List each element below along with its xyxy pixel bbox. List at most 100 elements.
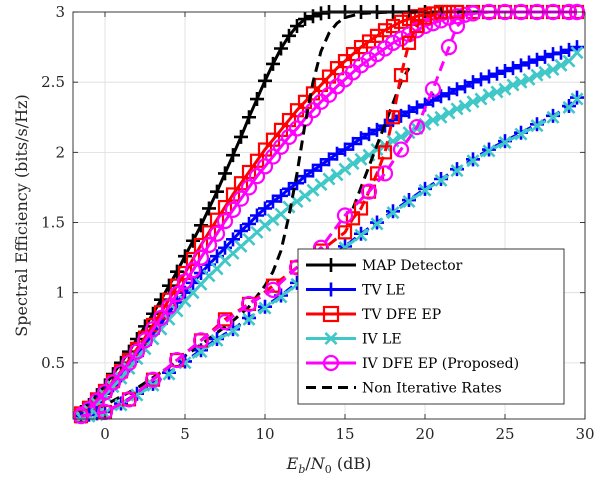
circle-marker xyxy=(322,354,340,372)
x-marker xyxy=(266,213,280,227)
plus-marker xyxy=(530,52,544,67)
x-marker xyxy=(426,113,440,127)
plus-marker xyxy=(338,142,352,157)
plus-marker xyxy=(314,157,328,172)
plus-marker xyxy=(218,166,232,181)
circle-marker xyxy=(128,343,146,360)
circle-marker xyxy=(120,354,138,371)
plus-marker xyxy=(202,201,216,216)
x-marker xyxy=(450,164,464,178)
plus-marker xyxy=(306,9,320,24)
square-marker xyxy=(281,112,297,128)
x-marker xyxy=(482,144,496,158)
plus-marker xyxy=(362,127,376,142)
x-marker xyxy=(306,183,320,197)
x-marker xyxy=(338,162,352,176)
y-tick-label: 1 xyxy=(55,284,65,302)
plus-marker xyxy=(226,148,240,163)
circle-marker xyxy=(464,5,482,22)
square-marker xyxy=(409,18,425,34)
x-tick-label: 10 xyxy=(255,425,274,443)
circle-marker xyxy=(216,314,234,331)
x-marker xyxy=(442,106,456,120)
plus-marker xyxy=(186,233,200,248)
plus-marker xyxy=(458,79,472,94)
y-tick-label: 2 xyxy=(55,143,65,161)
x-marker xyxy=(466,95,480,109)
x-marker xyxy=(210,333,224,347)
x-marker xyxy=(570,46,584,60)
x-marker xyxy=(322,172,336,186)
x-tick-label: 15 xyxy=(335,425,354,443)
x-tick-label: 5 xyxy=(180,425,190,443)
plus-marker xyxy=(498,63,512,78)
plus-marker xyxy=(250,92,264,107)
x-axis-label: Eb/N0 (dB) xyxy=(286,454,372,476)
circle-marker xyxy=(264,148,282,165)
plus-marker xyxy=(298,12,312,27)
square-marker xyxy=(385,18,401,34)
x-marker xyxy=(530,119,544,133)
series-line xyxy=(80,10,457,418)
x-marker xyxy=(354,228,368,242)
circle-marker xyxy=(376,40,394,57)
circle-marker xyxy=(272,138,290,155)
plus-marker xyxy=(490,66,504,81)
square-marker xyxy=(377,145,393,160)
x-marker xyxy=(458,99,472,113)
circle-marker xyxy=(160,298,178,315)
square-marker xyxy=(401,35,417,50)
x-label-b: b xyxy=(298,463,305,476)
circle-marker xyxy=(208,225,226,242)
plus-marker xyxy=(162,278,176,293)
x-marker xyxy=(394,130,408,144)
x-marker xyxy=(482,88,496,102)
plus-marker xyxy=(298,169,312,184)
circle-marker xyxy=(72,408,90,425)
plus-marker xyxy=(402,104,416,119)
plus-marker xyxy=(466,75,480,90)
circle-marker xyxy=(376,165,394,182)
series-line xyxy=(80,10,577,417)
circle-marker xyxy=(304,102,322,119)
x-marker xyxy=(474,92,488,106)
circle-marker xyxy=(440,38,458,56)
circle-marker xyxy=(168,285,186,303)
plus-marker xyxy=(242,216,256,231)
x-marker xyxy=(522,72,536,86)
plus-marker xyxy=(522,55,536,70)
x-marker xyxy=(418,183,432,197)
x-marker xyxy=(490,85,504,99)
series xyxy=(74,46,584,423)
axis-ticks xyxy=(73,11,586,419)
circle-marker xyxy=(392,141,410,158)
plus-marker xyxy=(234,129,248,144)
plus-marker xyxy=(538,49,552,64)
plus-marker xyxy=(250,208,264,223)
x-marker xyxy=(546,110,560,124)
y-tick-label: 3 xyxy=(55,3,65,21)
plus-marker xyxy=(210,184,224,199)
legend-label: IV DFE EP (Proposed) xyxy=(362,356,519,372)
square-marker xyxy=(313,77,329,93)
square-marker xyxy=(353,201,369,216)
plus-marker xyxy=(314,6,328,21)
plus-marker xyxy=(258,73,272,88)
x-label-slash: / xyxy=(305,454,311,473)
plus-marker xyxy=(242,110,256,125)
x-tick-label: 20 xyxy=(415,425,434,443)
circle-marker xyxy=(120,391,138,408)
x-marker xyxy=(514,75,528,89)
circle-marker xyxy=(424,81,442,98)
plus-marker xyxy=(266,194,280,209)
circle-marker xyxy=(240,295,258,313)
x-marker xyxy=(450,102,464,116)
circle-marker xyxy=(256,158,274,175)
plus-marker xyxy=(324,258,338,272)
x-marker xyxy=(402,194,416,208)
x-marker xyxy=(282,200,296,214)
legend-label: TV DFE EP xyxy=(362,307,441,323)
square-marker xyxy=(377,23,393,38)
plus-marker xyxy=(354,131,368,146)
